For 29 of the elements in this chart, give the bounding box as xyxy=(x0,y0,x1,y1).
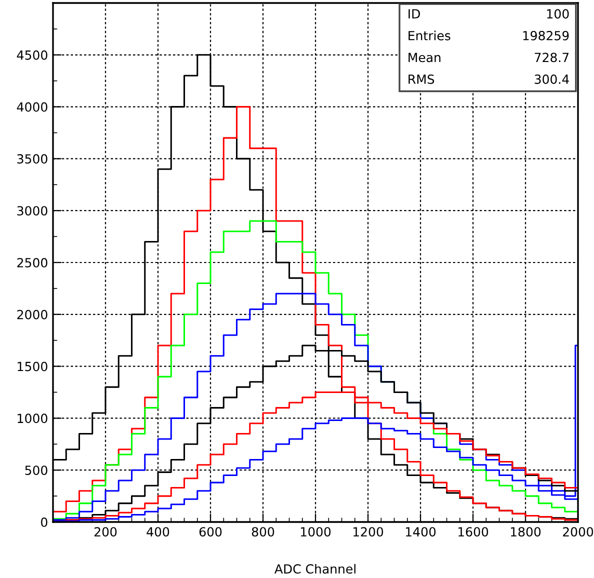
annotation: Entries xyxy=(408,30,450,40)
x-tick-label: 1600 xyxy=(458,527,488,537)
y-tick-label: 500 xyxy=(25,466,48,476)
annotation: ID xyxy=(408,9,420,18)
y-tick-label: 3000 xyxy=(17,206,48,216)
x-tick-label: 800 xyxy=(252,527,274,537)
x-axis-title: ADC Channel xyxy=(274,564,356,574)
x-tick-label: 1800 xyxy=(510,527,541,537)
y-tick-label: 0 xyxy=(41,517,48,527)
y-tick-label: 4500 xyxy=(16,50,48,60)
x-tick-label: 1000 xyxy=(300,527,331,537)
x-tick-label: 200 xyxy=(94,527,117,537)
annotation: RMS xyxy=(408,74,434,84)
annotation: 100 xyxy=(547,9,569,19)
x-tick-label: 1400 xyxy=(406,527,436,537)
x-tick-label: 2000 xyxy=(563,527,594,537)
x-tick-label: 600 xyxy=(199,527,222,537)
y-tick-label: 2500 xyxy=(17,258,48,268)
x-tick-label: 400 xyxy=(146,527,170,537)
x-tick-label: 1200 xyxy=(353,527,384,537)
annotation: Mean xyxy=(408,52,440,62)
y-tick-label: 1500 xyxy=(18,362,48,372)
y-tick-label: 1000 xyxy=(18,414,48,424)
annotation: 728.7 xyxy=(534,52,569,62)
y-tick-label: 4000 xyxy=(16,102,48,112)
annotation: 300.4 xyxy=(534,74,569,84)
y-tick-label: 2000 xyxy=(17,310,48,320)
y-tick-label: 3500 xyxy=(17,154,48,164)
annotation: 198259 xyxy=(523,30,569,40)
